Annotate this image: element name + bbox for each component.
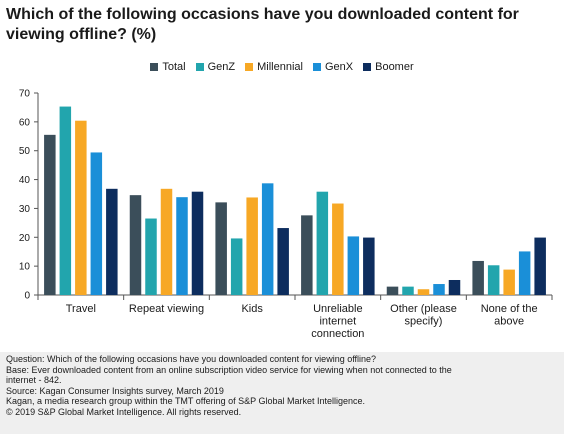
- x-category-label: Repeat viewing: [129, 303, 204, 315]
- bar: [386, 286, 399, 295]
- footer-question: Question: Which of the following occasio…: [6, 354, 377, 364]
- footer-copyright: © 2019 S&P Global Market Intelligence. A…: [6, 406, 242, 417]
- legend-swatch: [150, 63, 159, 71]
- y-tick-label: 10: [19, 262, 31, 273]
- bar: [75, 120, 87, 296]
- y-tick-label: 40: [19, 175, 31, 186]
- legend-label: Millennial: [257, 61, 303, 73]
- footer-kagan: Kagan, a media research group within the…: [6, 396, 366, 407]
- chart-legend: Total GenZ Millennial GenX Boomer: [0, 61, 564, 73]
- bar: [301, 215, 313, 295]
- bar: [44, 134, 56, 295]
- y-tick-label: 20: [19, 233, 31, 244]
- chart-footer: Question: Which of the following occasio…: [0, 352, 564, 434]
- bar: [518, 251, 531, 295]
- y-tick-label: 30: [19, 204, 31, 215]
- legend-item: GenX: [312, 61, 354, 73]
- legend-item: Millennial: [245, 61, 303, 73]
- bar: [472, 260, 484, 295]
- legend-swatch: [363, 63, 372, 71]
- bar: [261, 183, 274, 295]
- legend-swatch: [195, 63, 204, 71]
- bar: [59, 106, 72, 295]
- x-category-label: connection: [311, 328, 364, 340]
- bar: [90, 152, 103, 295]
- legend-swatch: [312, 63, 321, 71]
- bar-chart: 0 10 20 30 40 50 60 70 Travel Repeat viewing Kids U…: [19, 89, 553, 340]
- bar: [230, 238, 243, 295]
- x-category-label: specify): [405, 316, 443, 328]
- bar: [106, 188, 118, 295]
- bar: [417, 289, 430, 295]
- x-category-label: Kids: [241, 303, 263, 315]
- bar: [448, 279, 461, 295]
- bar: [363, 237, 375, 295]
- bar: [487, 265, 500, 295]
- x-category-label: None of the: [481, 303, 538, 315]
- bar: [503, 269, 515, 295]
- legend-label: GenX: [324, 61, 354, 73]
- bar: [129, 195, 142, 295]
- footer-source: Source: Kagan Consumer Insights survey, …: [6, 385, 224, 396]
- legend-item: Total: [150, 61, 186, 73]
- bar: [347, 236, 360, 295]
- x-category-label: above: [494, 316, 524, 328]
- footer-base: Base: Ever downloaded content from an on…: [6, 364, 452, 386]
- bar: [246, 197, 258, 295]
- bar: [316, 191, 329, 295]
- legend-item: GenZ: [195, 61, 236, 73]
- y-tick-label: 0: [24, 291, 30, 302]
- bar: [160, 188, 173, 295]
- x-category-label: Unreliable: [313, 303, 363, 315]
- legend-label: GenZ: [207, 61, 236, 73]
- legend-label: Boomer: [375, 61, 414, 73]
- legend-item: Boomer: [363, 61, 414, 73]
- x-category-label: Other (please: [390, 303, 457, 315]
- legend-swatch: [245, 63, 254, 71]
- bar: [402, 286, 414, 295]
- bar: [433, 284, 445, 295]
- y-tick-label: 70: [19, 89, 31, 100]
- y-tick-label: 60: [19, 117, 31, 128]
- bar: [176, 197, 188, 295]
- bar: [332, 203, 344, 295]
- bar: [145, 218, 157, 295]
- x-category-label: Travel: [66, 303, 96, 315]
- legend-label: Total: [162, 61, 186, 73]
- y-tick-label: 50: [19, 146, 31, 157]
- x-category-label: internet: [319, 316, 356, 328]
- bar: [191, 191, 204, 295]
- bar: [534, 237, 546, 295]
- bar: [277, 228, 289, 295]
- chart-title: Which of the following occasions have yo…: [6, 6, 519, 43]
- bar: [215, 202, 227, 295]
